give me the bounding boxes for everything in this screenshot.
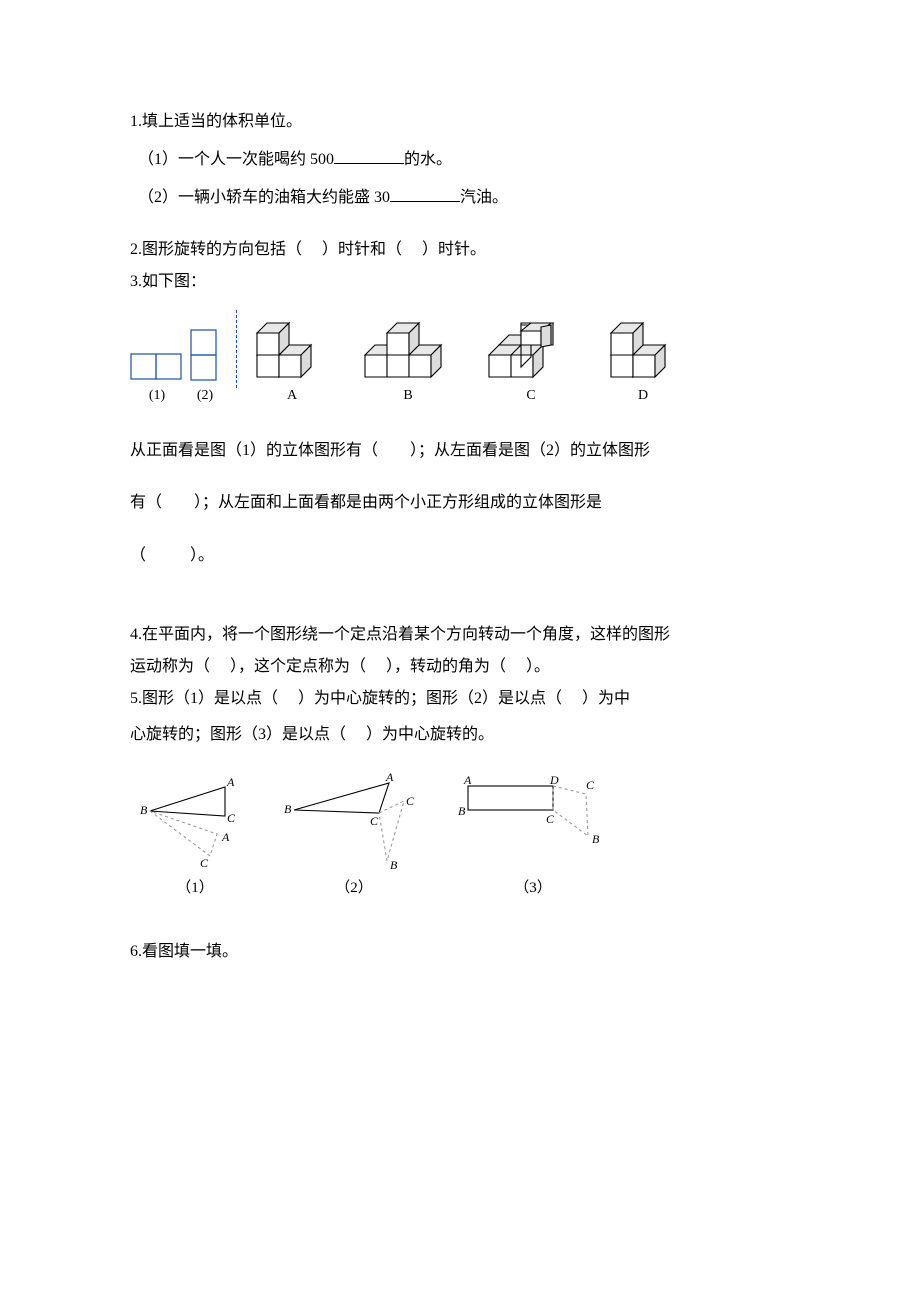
svg-text:C: C xyxy=(227,811,236,825)
svg-text:C: C xyxy=(406,794,415,808)
q3-flat-2: (2) xyxy=(190,329,220,406)
caption: C xyxy=(526,385,535,406)
q4-l2d: ）。 xyxy=(526,658,550,675)
q5-line1: 5.图形（1）是以点（ ）为中心旋转的；图形（2）是以点（ ）为中 xyxy=(130,687,790,711)
q3-l1b: ）；从左面看是图（2）的立体图形 xyxy=(410,442,650,459)
grid-icon xyxy=(130,353,184,383)
caption: (2) xyxy=(197,385,213,406)
q3-l3b: ）。 xyxy=(190,547,214,564)
svg-text:B: B xyxy=(592,832,600,846)
q2-line: 2.图形旋转的方向包括（ ）时针和（ ）时针。 xyxy=(130,238,790,262)
q3-figure-row: (1) (2) xyxy=(130,310,790,406)
q2-c: ）时针。 xyxy=(422,241,486,258)
q1-sub1: （1）一个人一次能喝约 500 的水。 xyxy=(130,148,790,172)
q1-sub1-pre: （1）一个人一次能喝约 500 xyxy=(138,151,334,168)
q5-l1c: ）为中 xyxy=(582,690,630,707)
caption: B xyxy=(403,385,412,406)
q6-title: 6.看图填一填。 xyxy=(130,940,790,964)
divider xyxy=(236,310,237,388)
caption: (1) xyxy=(149,385,165,406)
rotation-figure-icon: A B C C B xyxy=(284,771,424,871)
svg-text:A: A xyxy=(463,773,472,787)
q2-a: 2.图形旋转的方向包括（ xyxy=(130,241,302,258)
q5-l2b: ）为中心旋转的。 xyxy=(366,726,494,743)
q4-l2a: 运动称为（ xyxy=(130,658,210,675)
svg-text:B: B xyxy=(140,803,148,817)
svg-text:A: A xyxy=(226,775,235,789)
cube-figure-icon xyxy=(607,321,679,383)
blank-field[interactable] xyxy=(334,149,404,164)
q4-l2b: ），这个定点称为（ xyxy=(230,658,366,675)
caption: A xyxy=(287,385,297,406)
q1-title: 1.填上适当的体积单位。 xyxy=(130,110,790,134)
caption: （1） xyxy=(140,877,250,900)
svg-text:C: C xyxy=(546,812,555,826)
q1-sub1-post: 的水。 xyxy=(404,151,452,168)
q5-l1a: 5.图形（1）是以点（ xyxy=(130,690,278,707)
svg-text:B: B xyxy=(390,858,398,871)
rotation-figure-icon: A B C A C xyxy=(140,771,250,871)
q1-sub2-pre: （2）一辆小轿车的油箱大约能盛 30 xyxy=(138,189,390,206)
q5-fig-3: A B D C C B （3） xyxy=(458,771,608,900)
q5-line2: 心旋转的；图形（3）是以点（ ）为中心旋转的。 xyxy=(130,719,790,751)
cube-figure-icon xyxy=(361,321,455,383)
q1-sub2-post: 汽油。 xyxy=(460,189,508,206)
grid-icon xyxy=(190,329,220,383)
q5-l2a: 心旋转的；图形（3）是以点（ xyxy=(130,726,346,743)
cube-figure-icon xyxy=(253,321,331,383)
q5-figure-row: A B C A C （1） A B C C B （2） xyxy=(140,771,790,900)
q3-solid-a: A xyxy=(253,321,331,406)
q3-title: 3.如下图： xyxy=(130,270,790,294)
q3-solid-d: D xyxy=(607,321,679,406)
cube-figure-icon xyxy=(485,321,577,383)
q3-solid-b: B xyxy=(361,321,455,406)
document-page: 1.填上适当的体积单位。 （1）一个人一次能喝约 500 的水。 （2）一辆小轿车… xyxy=(0,0,920,1302)
svg-text:A: A xyxy=(221,830,230,844)
q3-l1a: 从正面看是图（1）的立体图形有（ xyxy=(130,442,378,459)
svg-text:C: C xyxy=(586,778,595,792)
q4-line1: 4.在平面内，将一个图形绕一个定点沿着某个方向转动一个角度，这样的图形 xyxy=(130,623,790,647)
q4-l2c: ），转动的角为（ xyxy=(386,658,506,675)
rotation-figure-icon: A B D C C B xyxy=(458,771,608,871)
q3-l2b: ）；从左面和上面看都是由两个小正方形组成的立体图形是 xyxy=(194,494,602,511)
svg-text:B: B xyxy=(458,804,466,818)
caption: D xyxy=(638,385,648,406)
q3-line3: （ ）。 xyxy=(130,537,790,575)
blank-field[interactable] xyxy=(390,187,460,202)
svg-text:D: D xyxy=(549,773,559,787)
caption: （3） xyxy=(458,877,608,900)
svg-text:A: A xyxy=(385,771,394,784)
svg-text:C: C xyxy=(200,856,209,870)
q3-solid-c: C xyxy=(485,321,577,406)
q1-sub2: （2）一辆小轿车的油箱大约能盛 30 汽油。 xyxy=(130,186,790,210)
caption: （2） xyxy=(284,877,424,900)
q5-fig-1: A B C A C （1） xyxy=(140,771,250,900)
q2-b: ）时针和（ xyxy=(322,241,402,258)
q3-line2: 有（ ）；从左面和上面看都是由两个小正方形组成的立体图形是 xyxy=(130,484,790,522)
q3-line1: 从正面看是图（1）的立体图形有（ ）；从左面看是图（2）的立体图形 xyxy=(130,432,790,470)
q4-line2: 运动称为（ ），这个定点称为（ ），转动的角为（ ）。 xyxy=(130,655,790,679)
q3-l3a: （ xyxy=(130,547,146,564)
svg-text:B: B xyxy=(284,802,292,816)
q3-l2a: 有（ xyxy=(130,494,162,511)
svg-text:C: C xyxy=(370,814,379,828)
q5-fig-2: A B C C B （2） xyxy=(284,771,424,900)
q5-l1b: ）为中心旋转的；图形（2）是以点（ xyxy=(298,690,562,707)
q3-flat-1: (1) xyxy=(130,353,184,406)
